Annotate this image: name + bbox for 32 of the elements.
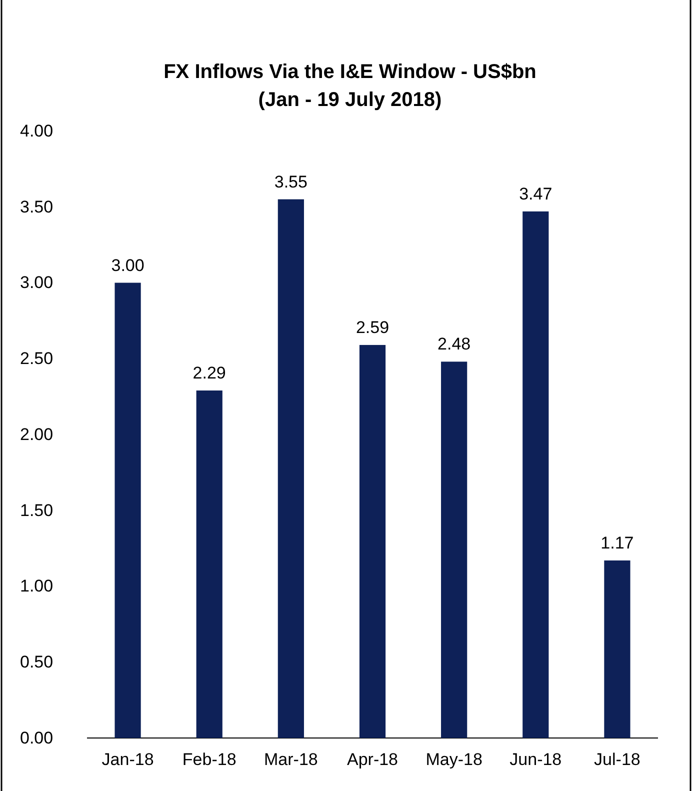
data-label: 2.48: [438, 334, 471, 354]
x-tick-label: Feb-18: [182, 750, 236, 769]
data-label: 3.47: [519, 184, 552, 204]
x-tick-label: Mar-18: [264, 750, 318, 769]
x-tick-label: Jan-18: [102, 750, 154, 769]
bar: [196, 390, 222, 738]
y-tick-label: 3.50: [20, 197, 54, 216]
y-tick-label: 3.00: [20, 273, 54, 292]
data-label: 3.00: [111, 256, 144, 275]
data-label: 2.29: [192, 363, 226, 382]
data-label: 2.59: [356, 318, 390, 337]
x-tick-label: Apr-18: [346, 750, 398, 769]
x-tick-label: May-18: [426, 750, 482, 769]
data-label: 3.55: [274, 172, 308, 192]
y-tick-label: 0.00: [20, 728, 54, 748]
chart-title: FX Inflows Via the I&E Window - US$bn: [164, 61, 536, 83]
y-tick-label: 2.50: [20, 349, 54, 368]
bar: [604, 560, 630, 738]
x-tick-label: Jul-18: [594, 750, 640, 769]
bar: [441, 362, 468, 738]
data-label: 1.17: [600, 533, 634, 552]
bar: [359, 344, 386, 738]
bar: [114, 282, 141, 738]
bar: [522, 211, 549, 738]
chart-subtitle: (Jan - 19 July 2018): [258, 89, 442, 111]
y-tick-label: 1.00: [20, 576, 54, 596]
y-tick-label: 0.50: [20, 652, 54, 672]
y-tick-label: 4.00: [20, 121, 54, 140]
x-tick-label: Jun-18: [510, 750, 562, 769]
bar: [278, 199, 304, 738]
y-tick-label: 1.50: [20, 500, 54, 520]
y-tick-label: 2.00: [20, 424, 54, 444]
